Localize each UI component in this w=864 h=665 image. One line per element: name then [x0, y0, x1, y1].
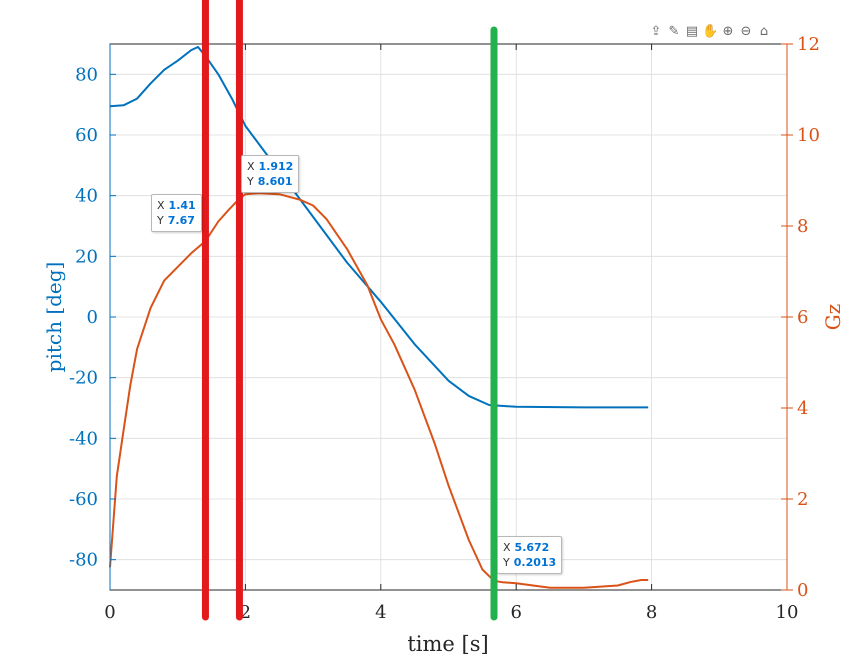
axes-toolbar: ⇪ ✎ ▤ ✋ ⊕ ⊖ ⌂ [648, 24, 772, 40]
x-tick-label: 4 [375, 602, 386, 623]
datatip-1-x: 1.41 [168, 199, 196, 212]
y-right-tick-label: 0 [797, 580, 808, 601]
y-axis-label-right: Gz [821, 304, 845, 331]
y-left-tick-label: 40 [75, 186, 98, 207]
y-left-tick-label: -80 [69, 550, 98, 571]
x-tick-label: 10 [776, 602, 799, 623]
y-axis-label-left: pitch [deg] [42, 262, 66, 373]
series-layer [109, 46, 649, 589]
x-tick-label: 8 [646, 602, 657, 623]
grid [109, 44, 788, 590]
y-left-tick-label: 60 [75, 125, 98, 146]
y-right-tick-label: 8 [797, 216, 808, 237]
y-right-tick-label: 4 [797, 398, 808, 419]
datatip-1[interactable]: X 1.41 Y 7.67 [151, 194, 202, 232]
x-tick-label: 0 [104, 602, 115, 623]
brush-icon[interactable]: ✎ [668, 24, 680, 39]
y-left-tick-label: -20 [69, 368, 98, 389]
y-left-tick-label: 20 [75, 246, 98, 267]
datatip-3-x: 5.672 [514, 541, 550, 554]
y-left-tick-label: -40 [69, 428, 98, 449]
y-left-tick-label: -60 [69, 489, 98, 510]
y-right-tick-label: 12 [797, 34, 820, 55]
zoom-out-icon[interactable]: ⊖ [740, 24, 752, 39]
x-tick-label: 6 [510, 602, 521, 623]
y-left-tick-label: 0 [87, 307, 98, 328]
pan-icon[interactable]: ✋ [702, 24, 719, 39]
pitch-series-line [109, 46, 649, 409]
home-icon[interactable]: ⌂ [759, 24, 769, 39]
x-tick-label: 2 [240, 602, 251, 623]
y-right-tick-label: 2 [797, 489, 808, 510]
datatip-3[interactable]: X 5.672 Y 0.2013 [497, 536, 563, 574]
datatip-icon[interactable]: ▤ [685, 24, 699, 39]
export-icon[interactable]: ⇪ [650, 24, 662, 39]
datatip-1-y: 7.67 [167, 214, 195, 227]
y-left-tick-label: 80 [75, 64, 98, 85]
datatip-2-x: 1.912 [258, 160, 294, 173]
y-right-tick-label: 6 [797, 307, 808, 328]
x-axis-label: time [s] [407, 632, 488, 656]
datatip-2-y: 8.601 [257, 175, 293, 188]
markers [201, 0, 498, 621]
y-right-tick-label: 10 [797, 125, 820, 146]
gz-series-line [109, 192, 649, 589]
datatip-2[interactable]: X 1.912 Y 8.601 [241, 155, 300, 193]
datatip-3-y: 0.2013 [513, 556, 557, 569]
zoom-in-icon[interactable]: ⊕ [722, 24, 734, 39]
